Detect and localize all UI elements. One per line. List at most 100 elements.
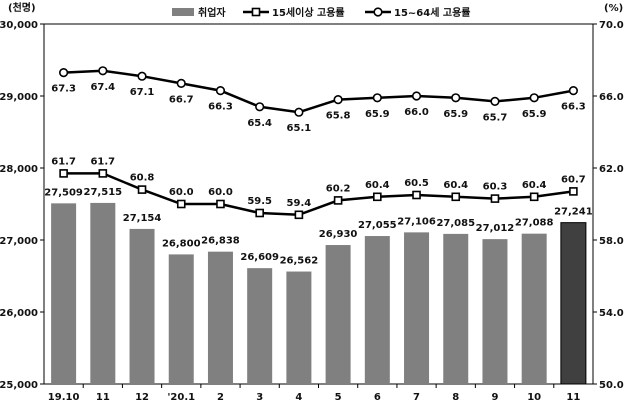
employed-bar-label: 27,154 xyxy=(123,213,162,224)
rate-15plus-point xyxy=(295,211,302,218)
rate-15-64-point xyxy=(295,108,303,116)
rate-15plus-point xyxy=(531,193,538,200)
employed-bar xyxy=(522,234,547,384)
legend-15-64-label: 15~64세 고용률 xyxy=(394,6,471,19)
rate-15-64-label: 67.4 xyxy=(90,82,115,93)
rate-15plus-label: 60.8 xyxy=(130,173,155,184)
x-tick-label: 4 xyxy=(295,392,302,403)
rate-15-64-point xyxy=(413,92,421,100)
rate-15plus-label: 60.4 xyxy=(443,180,468,191)
y-left-tick-label: 29,000 xyxy=(0,92,38,103)
y-right-tick-label: 54.0 xyxy=(599,308,624,319)
rate-15plus-label: 60.0 xyxy=(208,187,233,198)
rate-15plus-point xyxy=(452,193,459,200)
employed-bar-label: 27,509 xyxy=(44,187,83,198)
rate-15-64-label: 66.3 xyxy=(208,102,233,113)
rate-15-64-label: 65.7 xyxy=(483,112,508,123)
employed-bar xyxy=(326,245,351,384)
legend-15plus-label: 15세이상 고용률 xyxy=(272,6,345,19)
employed-bar-label: 26,609 xyxy=(240,252,279,263)
employed-bar-label: 26,930 xyxy=(319,229,358,240)
employed-bar-label: 27,515 xyxy=(84,187,123,198)
y-right-tick-label: 66.0 xyxy=(599,92,624,103)
rate-15plus-point xyxy=(217,201,224,208)
plot-frame xyxy=(44,24,593,384)
legend: 취업자 15세이상 고용률 15~64세 고용률 xyxy=(172,6,471,19)
employed-bar-label: 27,106 xyxy=(397,216,436,227)
rate-15-64-label: 65.9 xyxy=(522,109,547,120)
rate-15-64-label: 65.1 xyxy=(287,123,312,134)
rate-15-64-point xyxy=(491,98,499,106)
x-tick-label: '20.1 xyxy=(167,392,195,403)
employed-bar-label: 27,085 xyxy=(436,218,475,229)
employed-bar-label: 26,800 xyxy=(162,238,201,249)
rate-15-64-point xyxy=(452,94,460,102)
rate-15plus-label: 60.5 xyxy=(404,178,429,189)
employed-bar-label: 27,055 xyxy=(358,220,397,231)
employed-bar xyxy=(169,254,194,384)
y-right-tick-label: 58.0 xyxy=(599,236,624,247)
rate-15-64-label: 66.3 xyxy=(561,102,586,113)
rate-15plus-point xyxy=(374,193,381,200)
rate-15plus-point xyxy=(413,192,420,199)
x-tick-label: 11 xyxy=(566,392,580,403)
rate-15-64-point xyxy=(256,103,264,111)
rate-15plus-point xyxy=(491,195,498,202)
rate-15-64-point xyxy=(334,96,342,104)
rate-15-64-label: 65.8 xyxy=(326,111,351,122)
rate-15plus-point xyxy=(60,170,67,177)
rate-15plus-point xyxy=(335,197,342,204)
legend-square-marker xyxy=(253,9,260,16)
rate-15-64-point xyxy=(138,72,146,80)
y-right-tick-label: 70.0 xyxy=(599,20,624,31)
y-right-tick-label: 50.0 xyxy=(599,380,624,391)
rate-15plus-point xyxy=(178,201,185,208)
rate-15plus-label: 59.5 xyxy=(247,196,272,207)
rate-15-64-label: 66.0 xyxy=(404,107,429,118)
rate-15-64-label: 65.4 xyxy=(247,118,272,129)
rate-15plus-point xyxy=(99,170,106,177)
rate-15-64-point xyxy=(217,87,225,95)
rate-15plus-label: 60.3 xyxy=(483,182,508,193)
x-tick-label: 10 xyxy=(527,392,541,403)
y-left-tick-label: 30,000 xyxy=(0,20,38,31)
rate-15plus-point xyxy=(139,186,146,193)
rate-15-64-point xyxy=(60,69,68,77)
x-tick-label: 6 xyxy=(374,392,381,403)
rate-15-64-point xyxy=(374,94,382,102)
rate-15-64-label: 67.3 xyxy=(51,84,76,95)
rate-15plus-label: 60.4 xyxy=(522,180,547,191)
employed-bar-label: 26,562 xyxy=(280,256,319,267)
employed-bar-label: 26,838 xyxy=(201,236,240,247)
legend-circle-marker xyxy=(374,8,382,16)
employed-bar-label: 27,012 xyxy=(476,223,515,234)
rate-15plus-label: 59.4 xyxy=(287,198,312,209)
rate-15-64-label: 65.9 xyxy=(443,109,468,120)
employed-bar xyxy=(247,268,272,384)
rate-15plus-label: 60.0 xyxy=(169,187,194,198)
y-left-tick-label: 28,000 xyxy=(0,164,38,175)
employed-bar-label: 27,088 xyxy=(515,218,554,229)
rate-15plus-point xyxy=(570,188,577,195)
rate-15-64-point xyxy=(570,87,578,95)
rate-15-64-point xyxy=(99,67,107,75)
employed-bar xyxy=(90,203,115,384)
rate-15plus-label: 60.4 xyxy=(365,180,390,191)
employed-bar xyxy=(365,236,390,384)
right-axis-unit: (%) xyxy=(604,3,623,14)
y-left-tick-label: 25,000 xyxy=(0,380,38,391)
employed-bar-label: 27,241 xyxy=(554,207,593,218)
rate-15plus-label: 60.2 xyxy=(326,183,351,194)
rate-15-64-label: 67.1 xyxy=(130,87,155,98)
employed-bar xyxy=(561,223,586,384)
rate-15-64-label: 65.9 xyxy=(365,109,390,120)
employed-bar xyxy=(208,252,233,384)
rate-15-64-point xyxy=(177,80,185,88)
rate-15-64-point xyxy=(530,94,538,102)
x-tick-label: 3 xyxy=(256,392,263,403)
rate-15-64-label: 66.7 xyxy=(169,94,194,105)
employed-bar xyxy=(404,232,429,384)
